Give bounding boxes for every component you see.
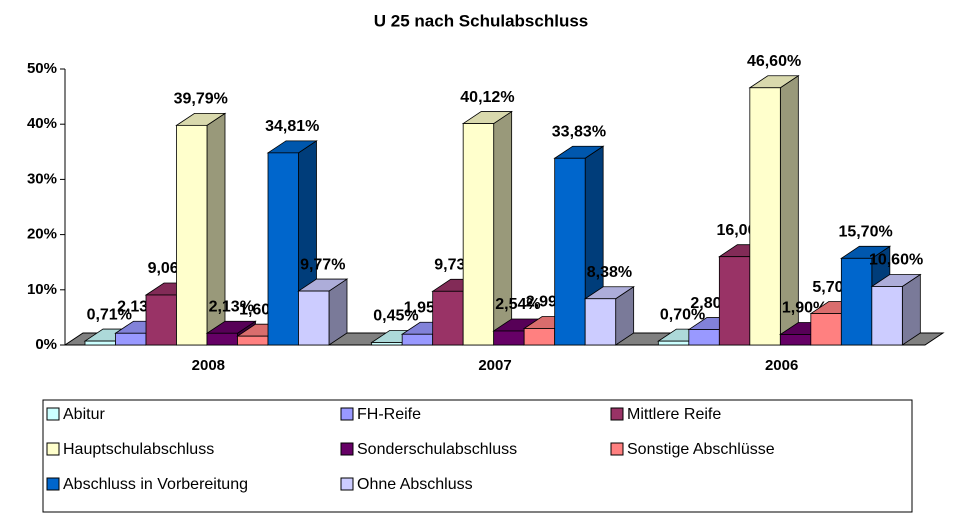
value-label: 46,60% [747, 53, 801, 70]
legend-swatch [610, 407, 624, 421]
value-label: 39,79% [174, 91, 228, 108]
x-tick-label: 2007 [478, 357, 511, 374]
bar [554, 157, 586, 346]
bar [371, 342, 403, 346]
legend-box [42, 399, 913, 513]
value-label: 2,54% [495, 296, 540, 313]
value-label: 9,77% [300, 256, 345, 273]
bar [432, 290, 464, 346]
chart-title: U 25 nach Schulabschluss [374, 11, 588, 30]
legend-label: Abschluss in Vorbereitung [63, 476, 248, 493]
value-label: 33,83% [552, 123, 606, 140]
x-tick-label: 2008 [192, 357, 225, 374]
bar [810, 313, 842, 346]
value-label: 2,13% [209, 298, 254, 315]
legend-swatch [340, 407, 354, 421]
bar [584, 298, 617, 346]
bar [718, 256, 751, 346]
y-tick-label: 10% [27, 281, 57, 298]
x-tick-label: 2006 [765, 357, 798, 374]
bar [657, 340, 690, 346]
bar [462, 123, 495, 346]
bar [840, 257, 873, 346]
value-label: 40,12% [460, 89, 514, 106]
bar [237, 335, 269, 346]
legend-label: Mittlere Reife [627, 406, 721, 423]
bar [176, 124, 208, 346]
bar [115, 332, 147, 346]
value-label: 0,45% [373, 308, 418, 325]
legend-swatch [610, 442, 624, 456]
y-tick-label: 40% [27, 115, 57, 132]
legend-swatch [46, 442, 60, 456]
legend-label: Ohne Abschluss [357, 476, 473, 493]
value-label: 8,38% [587, 264, 632, 281]
legend-label: Sonderschulabschluss [357, 441, 517, 458]
value-label: 10,60% [869, 252, 923, 269]
legend-label: Hauptschulabschluss [63, 441, 214, 458]
bar [688, 329, 720, 346]
value-label: 0,70% [660, 306, 705, 323]
bar [298, 290, 330, 346]
bar [401, 333, 434, 346]
value-label: 0,71% [87, 306, 132, 323]
bar [145, 294, 177, 346]
y-tick-label: 0% [35, 336, 57, 353]
value-label: 15,70% [838, 224, 892, 241]
y-tick-label: 20% [27, 226, 57, 243]
legend-swatch [46, 407, 60, 421]
bar [267, 152, 299, 346]
value-label: 34,81% [265, 118, 319, 135]
legend-swatch [340, 477, 354, 491]
legend-label: Abitur [63, 406, 105, 423]
y-tick-label: 50% [27, 60, 57, 77]
legend-swatch [340, 442, 354, 456]
bar [523, 328, 556, 346]
legend-label: FH-Reife [357, 406, 421, 423]
bar [871, 286, 903, 346]
legend-label: Sonstige Abschlüsse [627, 441, 775, 458]
bar [749, 87, 781, 346]
bar [84, 340, 116, 346]
bar [493, 330, 525, 346]
y-tick-label: 30% [27, 170, 57, 187]
legend-swatch [46, 477, 60, 491]
bar [779, 334, 812, 346]
bar [206, 332, 238, 346]
